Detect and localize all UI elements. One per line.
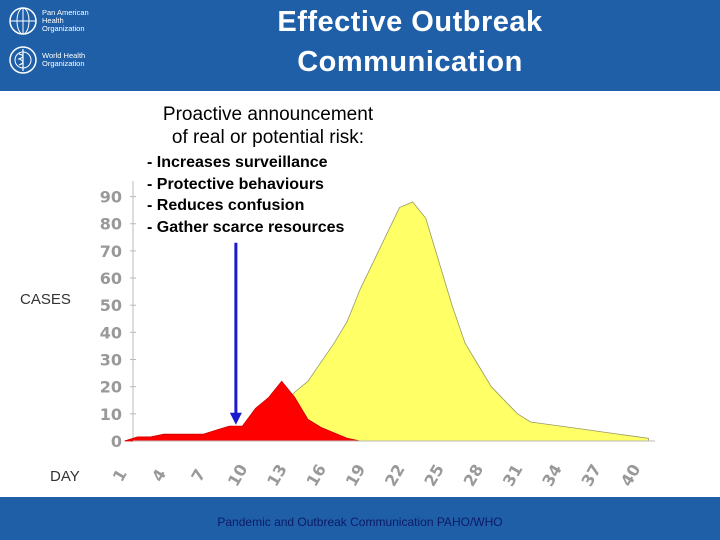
org2-line1: World Health — [42, 51, 86, 60]
x-tick-label: 25 — [420, 461, 448, 490]
footer-bar — [0, 497, 720, 540]
bullet-item: - Reduces confusion — [147, 197, 305, 215]
header-bar — [0, 0, 720, 91]
org1-line2: Health — [42, 16, 64, 25]
x-tick-label: 19 — [342, 461, 370, 490]
x-tick-label: 1 — [109, 466, 131, 485]
org1-line3: Organization — [42, 24, 85, 33]
paho-name: Pan American Health Organization — [42, 9, 102, 33]
y-tick-label: 40 — [100, 323, 122, 342]
y-tick-label: 90 — [100, 188, 122, 207]
x-tick-label: 13 — [263, 461, 291, 490]
org1-line1: Pan American — [42, 8, 89, 17]
annotation-bullets: - Increases surveillance - Protective be… — [147, 152, 344, 238]
y-tick-label: 10 — [100, 405, 122, 424]
org2-line2: Organization — [42, 59, 85, 68]
y-tick-label: 70 — [100, 242, 122, 261]
bullet-item: - Increases surveillance — [147, 154, 328, 171]
who-emblem-icon — [9, 46, 37, 74]
x-tick-label: 4 — [148, 466, 170, 485]
bullet-item: - Protective behaviours — [147, 175, 324, 193]
x-tick-label: 28 — [460, 461, 488, 490]
x-tick-label: 16 — [302, 461, 330, 490]
y-tick-label: 30 — [100, 351, 122, 370]
x-tick-label: 10 — [224, 461, 252, 490]
y-tick-label: 60 — [100, 269, 122, 288]
title-line2: Communication — [297, 46, 523, 78]
paho-emblem-icon — [9, 7, 37, 35]
y-tick-label: 50 — [100, 296, 122, 315]
x-tick-label: 31 — [499, 461, 527, 490]
series-area-late-response — [268, 201, 649, 442]
y-tick-label: 0 — [111, 432, 122, 451]
who-name: World Health Organization — [42, 52, 102, 68]
epidemic-curve-chart: 0 10 20 30 40 50 60 70 80 90 1 4 7 10 13 16 19 22 25 28 31 34… — [100, 181, 655, 490]
x-tick-label: 40 — [617, 461, 645, 490]
paho-logo: Pan American Health Organization — [8, 6, 102, 36]
who-logo: World Health Organization — [8, 45, 102, 75]
x-axis-label: DAY — [50, 468, 80, 485]
bullet-item: - Gather scarce resources — [147, 218, 345, 236]
annotation-heading: Proactive announcement of real or potent… — [130, 103, 406, 149]
annotation-heading-line2: of real or potential risk: — [171, 127, 365, 148]
x-tick-label: 7 — [187, 466, 209, 485]
y-axis-label: CASES — [20, 291, 71, 308]
footer-text: Pandemic and Outbreak Communication PAHO… — [217, 515, 503, 529]
title-line1: Effective Outbreak — [277, 6, 543, 38]
annotation-arrow-head — [229, 412, 242, 425]
annotation-heading-line1: Proactive announcement — [162, 104, 374, 125]
x-tick-label: 37 — [578, 461, 606, 490]
x-tick-label: 34 — [538, 461, 566, 490]
page-title: Effective Outbreak Communication — [250, 2, 570, 82]
x-tick-label: 22 — [381, 461, 409, 490]
y-tick-label: 80 — [100, 215, 122, 234]
y-tick-label: 20 — [100, 378, 122, 397]
series-area-proactive-response — [124, 380, 361, 442]
